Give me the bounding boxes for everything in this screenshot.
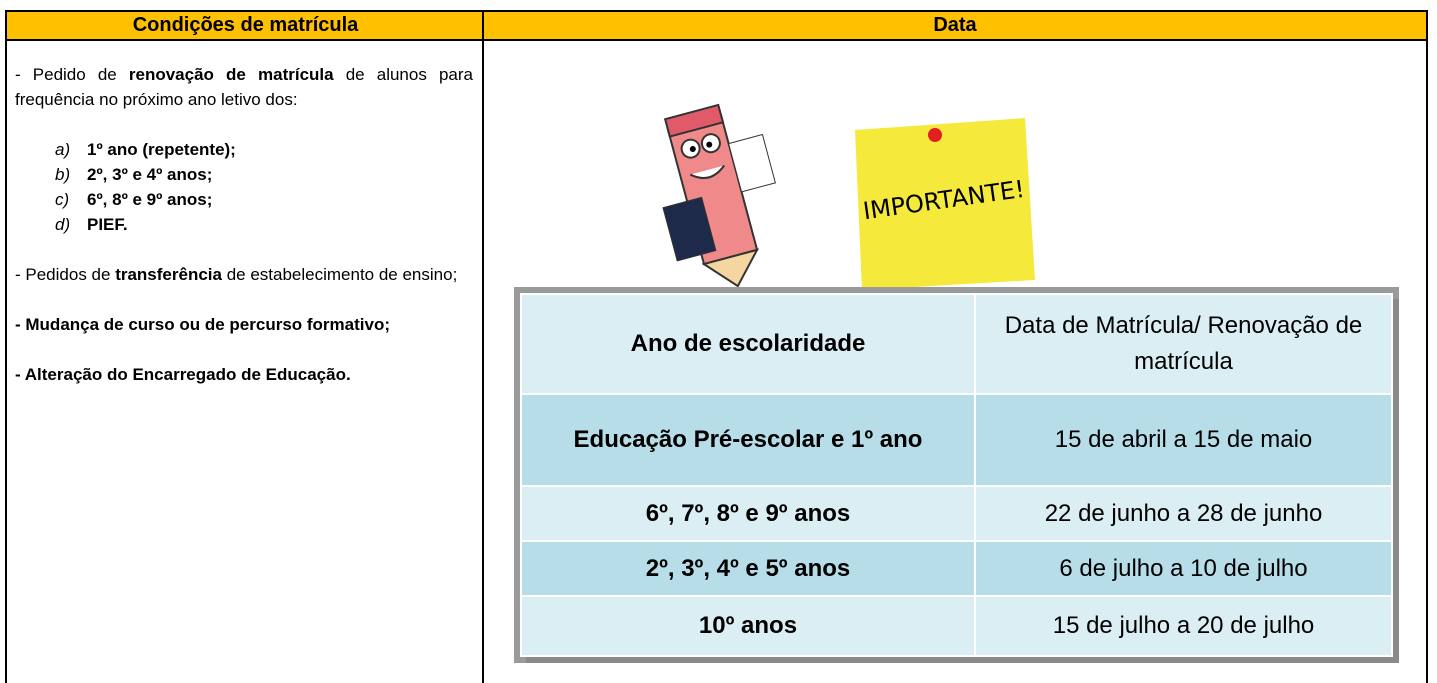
cell: 6 de julho a 10 de julho xyxy=(974,540,1393,597)
text: transferência xyxy=(115,265,222,284)
text: renovação de matrícula xyxy=(128,65,334,84)
cell: 15 de abril a 15 de maio xyxy=(974,393,1393,487)
text: - Pedido de xyxy=(15,65,129,84)
text: - Mudança de curso ou de percurso format… xyxy=(15,315,391,334)
list-item: a) 1º ano (repetente); xyxy=(55,137,473,162)
pencil xyxy=(662,103,776,288)
text: de alunos para frequência no próximo ano… xyxy=(15,65,473,109)
row: Educação Pré-escolar e 1º ano 15 de abril… xyxy=(520,393,1393,487)
list-item: d) PIEF. xyxy=(55,212,473,237)
list-marker: a) xyxy=(55,140,71,159)
outer-table: Condições de matrícula Data - Pedido de … xyxy=(5,10,1428,683)
row: 2º, 3º, 4º e 5º anos 6 de julho a 10 de j… xyxy=(520,540,1393,597)
list: a) 1º ano (repetente); b) 2º, 3º e 4º anos;… xyxy=(15,137,473,237)
dates-table: Ano de escolaridade Data de Matrícula/ Re… xyxy=(520,293,1393,657)
text: de estabelecimento de ensino; xyxy=(221,265,458,284)
list-marker: d) xyxy=(55,215,71,234)
text: - Alteração do Encarregado de Educação. xyxy=(15,365,351,384)
list-text: 6º, 8º e 9º anos; xyxy=(87,190,213,209)
list-text: PIEF. xyxy=(87,215,128,234)
header-cell: Ano de escolaridade xyxy=(520,293,976,395)
row: 10º anos 15 de julho a 20 de julho xyxy=(520,595,1393,657)
header-cell: Condições de matrícula xyxy=(7,12,484,41)
sticky-note: IMPORTANTE! xyxy=(855,118,1035,290)
header-text: Data xyxy=(933,14,977,36)
conditions: - Pedido de renovação de matrícula de al… xyxy=(15,62,473,412)
cell: 15 de julho a 20 de julho xyxy=(974,595,1393,657)
paragraph: - Pedidos de transferência de estabeleci… xyxy=(15,262,473,287)
header-cell: Data xyxy=(484,12,1426,41)
text: - Pedidos de xyxy=(15,265,116,284)
paragraph: - Pedido de renovação de matrícula de al… xyxy=(15,62,473,112)
paragraph: - Alteração do Encarregado de Educação. xyxy=(15,362,473,387)
list-text: 1º ano (repetente); xyxy=(87,140,236,159)
list-marker: b) xyxy=(55,165,71,184)
column-separator xyxy=(482,12,484,683)
cell: 2º, 3º, 4º e 5º anos xyxy=(520,540,976,597)
cell: 22 de junho a 28 de junho xyxy=(974,485,1393,542)
paragraph: - Mudança de curso ou de percurso format… xyxy=(15,312,473,337)
header-row: Ano de escolaridade Data de Matrícula/ Re… xyxy=(520,293,1393,395)
row: 6º, 7º, 8º e 9º anos 22 de junho a 28 de … xyxy=(520,485,1393,542)
list-item: c) 6º, 8º e 9º anos; xyxy=(55,187,473,212)
cell: 10º anos xyxy=(520,595,976,657)
cell: Educação Pré-escolar e 1º ano xyxy=(520,393,976,487)
header-cell: Data de Matrícula/ Renovação de matrícul… xyxy=(974,293,1393,395)
cell: 6º, 7º, 8º e 9º anos xyxy=(520,485,976,542)
list-text: 2º, 3º e 4º anos; xyxy=(87,165,213,184)
list-item: b) 2º, 3º e 4º anos; xyxy=(55,162,473,187)
header-text: Condições de matrícula xyxy=(132,14,359,36)
list-marker: c) xyxy=(55,190,70,209)
illustration: IMPORTANTE! xyxy=(662,103,1035,290)
